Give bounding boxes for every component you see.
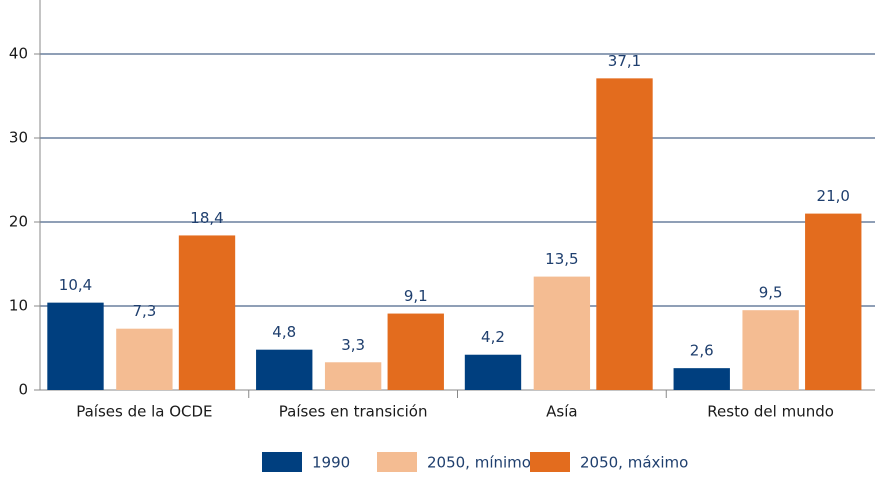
bar — [178, 235, 236, 390]
bar — [116, 328, 173, 390]
bar — [805, 213, 862, 390]
y-tick-label: 20 — [9, 213, 28, 231]
legend-swatch — [377, 452, 417, 472]
y-tick-label: 30 — [9, 129, 28, 147]
bar — [673, 368, 730, 390]
bar — [742, 310, 799, 390]
value-label: 4,8 — [272, 323, 296, 341]
legend-label: 1990 — [312, 454, 350, 472]
value-label: 9,1 — [404, 287, 428, 305]
legend-swatch — [530, 452, 570, 472]
bar — [533, 276, 591, 390]
y-tick-label: 0 — [18, 381, 28, 399]
legend-label: 2050, máximo — [580, 454, 688, 472]
bar — [47, 302, 104, 390]
bar — [256, 349, 313, 390]
value-label: 3,3 — [341, 336, 365, 354]
x-tick-label: Países en transición — [279, 403, 428, 421]
value-label: 10,4 — [59, 276, 92, 294]
value-label: 2,6 — [690, 342, 714, 360]
value-label: 18,4 — [190, 209, 223, 227]
x-tick-label: Países de la OCDE — [76, 403, 212, 421]
bar — [596, 78, 653, 391]
legend-swatch — [262, 452, 302, 472]
value-label: 9,5 — [759, 284, 783, 302]
bar — [387, 313, 444, 390]
x-tick-label: Asía — [546, 403, 577, 421]
legend-label: 2050, mínimo — [427, 454, 531, 472]
value-label: 37,1 — [608, 52, 641, 70]
y-tick-label: 10 — [9, 297, 28, 315]
value-label: 7,3 — [132, 302, 156, 320]
value-label: 4,2 — [481, 328, 505, 346]
value-label: 13,5 — [545, 250, 578, 268]
y-tick-label: 40 — [9, 45, 28, 63]
bar — [324, 362, 382, 390]
x-tick-label: Resto del mundo — [707, 403, 834, 421]
bar — [464, 354, 522, 390]
value-label: 21,0 — [817, 187, 850, 205]
